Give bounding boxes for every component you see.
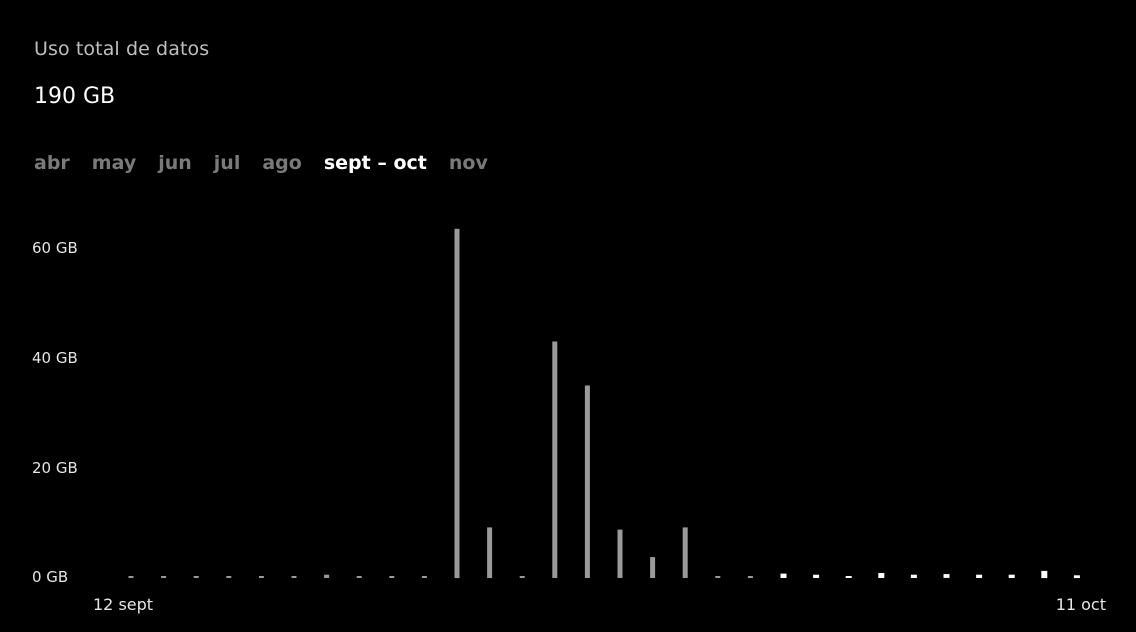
tab-jun[interactable]: jun [158, 152, 192, 174]
total-usage-value: 190 GB [34, 84, 116, 109]
tab-sept-oct[interactable]: sept – oct [323, 152, 427, 174]
tab-nov[interactable]: nov [448, 152, 488, 174]
bar[interactable] [291, 576, 297, 578]
bar[interactable] [421, 576, 427, 578]
data-usage-card: Uso total de datos 190 GB abr may jun ju… [8, 8, 1128, 624]
bar[interactable] [650, 557, 656, 578]
bar[interactable] [226, 576, 232, 578]
card-title: Uso total de datos [34, 38, 210, 60]
y-tick-label: 0 GB [32, 568, 68, 586]
bar[interactable] [128, 576, 134, 578]
bar[interactable] [976, 574, 983, 578]
bar[interactable] [845, 576, 852, 578]
bar[interactable] [910, 574, 917, 578]
bar[interactable] [454, 228, 460, 579]
bar[interactable] [1073, 575, 1080, 579]
bar[interactable] [324, 574, 330, 578]
tab-ago[interactable]: ago [262, 152, 302, 174]
y-tick-label: 20 GB [32, 459, 78, 477]
bar[interactable] [715, 576, 721, 578]
x-start-label: 12 sept [93, 595, 153, 614]
y-tick-label: 60 GB [32, 239, 78, 257]
bar[interactable] [682, 527, 688, 578]
bar[interactable] [617, 529, 623, 578]
bar[interactable] [519, 576, 525, 578]
bar[interactable] [356, 576, 362, 578]
bar[interactable] [943, 574, 950, 578]
bar[interactable] [813, 574, 820, 578]
bar[interactable] [1041, 570, 1048, 579]
bar[interactable] [552, 341, 558, 579]
bar[interactable] [878, 573, 885, 578]
bar[interactable] [161, 576, 167, 578]
bar[interactable] [258, 576, 264, 578]
y-tick-label: 40 GB [32, 349, 78, 367]
bar[interactable] [747, 576, 753, 578]
tab-jul[interactable]: jul [213, 152, 241, 174]
bar[interactable] [780, 573, 787, 578]
tab-abr[interactable]: abr [34, 152, 70, 174]
tab-may[interactable]: may [91, 152, 137, 174]
month-tabs: abr may jun jul ago sept – oct nov [34, 152, 510, 174]
bar[interactable] [193, 576, 199, 578]
bar[interactable] [389, 576, 395, 578]
bar[interactable] [1008, 574, 1015, 578]
x-end-label: 11 oct [1056, 595, 1106, 614]
bar[interactable] [584, 385, 590, 579]
bar[interactable] [487, 527, 493, 578]
